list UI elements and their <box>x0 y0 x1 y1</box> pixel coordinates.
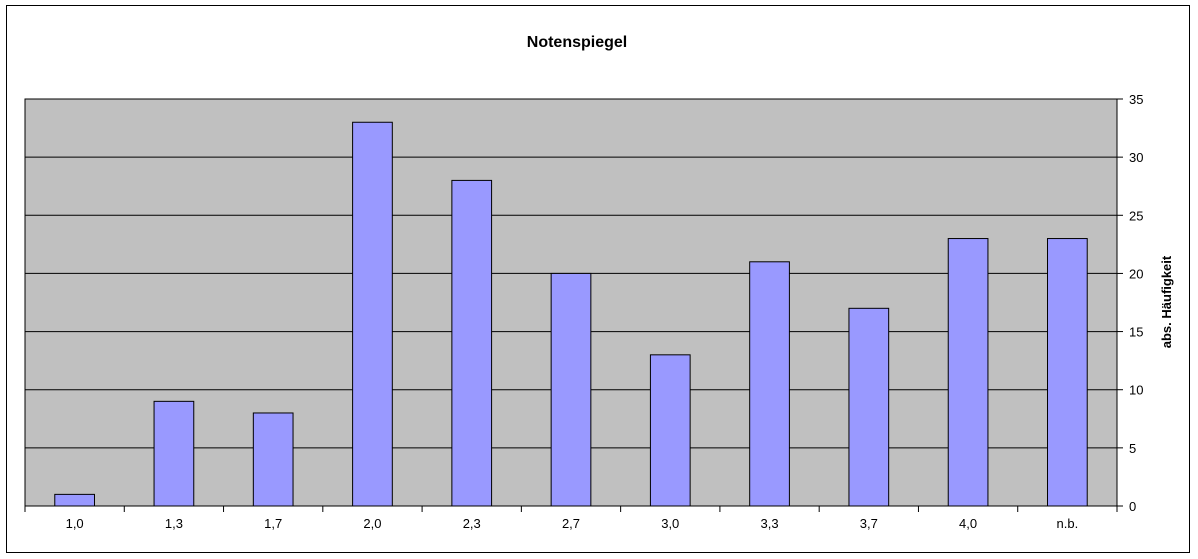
bars <box>54 121 1088 507</box>
y-tick-label: 25 <box>1129 208 1143 223</box>
x-tick-label: n.b. <box>1057 516 1079 531</box>
y-tick-label: 5 <box>1129 441 1136 456</box>
bar <box>153 400 195 507</box>
bar <box>550 272 592 507</box>
x-tick-label: 1,3 <box>165 516 183 531</box>
y-tick-label: 10 <box>1129 383 1143 398</box>
y-tick-label: 20 <box>1129 266 1143 281</box>
y-tick-label: 30 <box>1129 150 1143 165</box>
bar <box>252 412 294 507</box>
x-tick-label: 3,0 <box>661 516 679 531</box>
x-tick-label: 4,0 <box>959 516 977 531</box>
x-tick-label: 3,7 <box>860 516 878 531</box>
gridlines <box>25 98 1117 449</box>
bar <box>848 307 890 507</box>
chart-title: Notenspiegel <box>527 34 627 51</box>
bar <box>1047 238 1088 507</box>
x-tick-label: 2,7 <box>562 516 580 531</box>
bar <box>352 121 393 507</box>
x-axis: 1,0 1,3 1,7 2,0 2,3 2,7 3,0 3,3 3,7 4,0 n.b. <box>24 506 1118 531</box>
bar <box>947 238 989 507</box>
chart-frame: Notenspiegel 1,0 1,3 1,7 2,0 2,3 2,7 3,0 3,3 3,7… <box>6 5 1190 553</box>
x-tick-label: 2,0 <box>363 516 381 531</box>
x-tick-label: 1,7 <box>264 516 282 531</box>
x-tick-label: 1,0 <box>66 516 84 531</box>
y-axis-title: abs. Häufigkeit <box>1159 255 1174 348</box>
bar <box>54 493 95 507</box>
y-axis: 0 5 10 15 20 25 30 35 <box>1117 92 1143 514</box>
x-tick-label: 3,3 <box>761 516 779 531</box>
x-tick-label: 2,3 <box>463 516 481 531</box>
bar <box>749 261 790 507</box>
y-tick-label: 0 <box>1129 499 1136 514</box>
bar-chart: Notenspiegel 1,0 1,3 1,7 2,0 2,3 2,7 3,0 3,3 3,7… <box>24 34 1174 531</box>
y-tick-label: 15 <box>1129 325 1143 340</box>
bar <box>649 354 691 507</box>
y-tick-label: 35 <box>1129 92 1143 107</box>
bar <box>451 179 493 507</box>
